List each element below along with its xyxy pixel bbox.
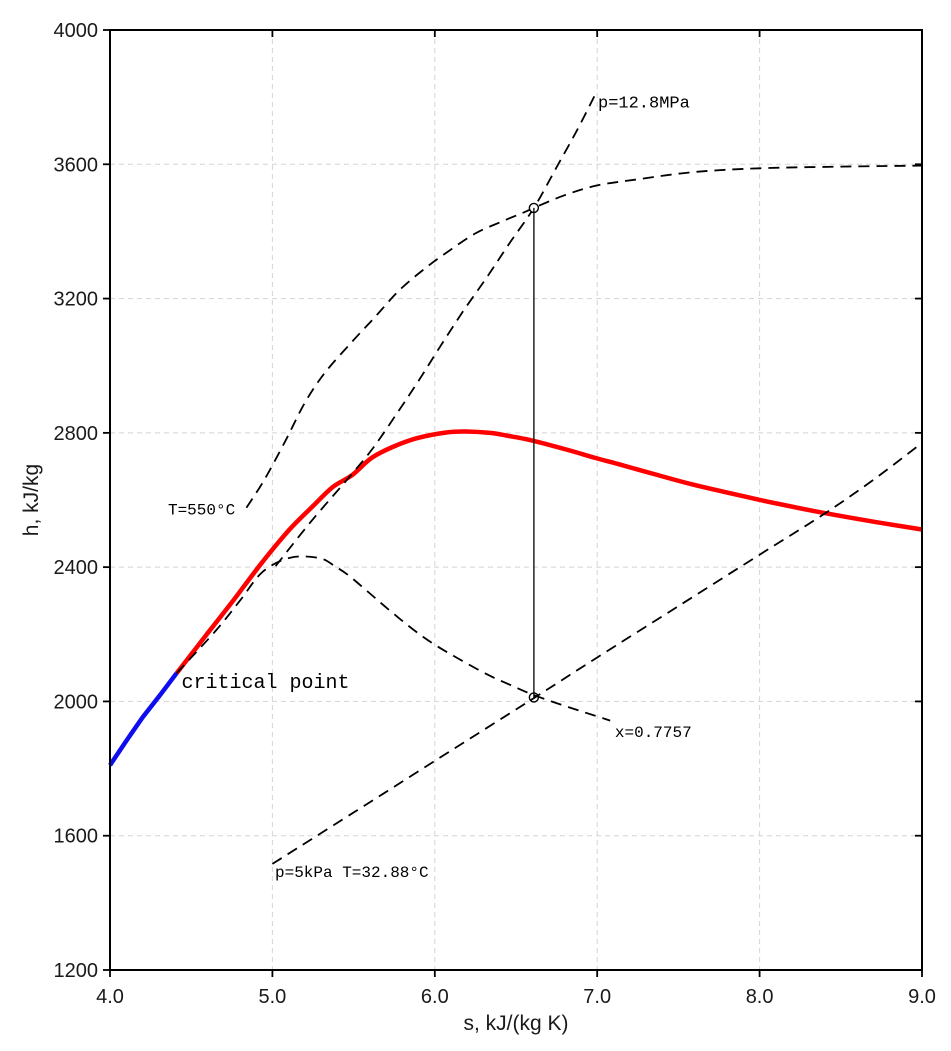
axes: 4.0 5.0 6.0 7.0 8.0 9.0 4000 3600 3200 2800 2400 20… [20, 20, 936, 1035]
axis-tick-labels: 4.0 5.0 6.0 7.0 8.0 9.0 4000 3600 3200 2800 2400 20… [54, 20, 936, 1008]
isobar-5kPa-curve [271, 442, 923, 865]
label-critical-point: critical point [181, 672, 349, 695]
y-tick-label: 4000 [54, 20, 99, 42]
plot-border [109, 29, 923, 971]
label-p-12.8MPa: p=12.8MPa [598, 94, 690, 113]
y-tick-label: 3200 [54, 289, 99, 311]
y-tick-label: 1600 [54, 826, 99, 848]
label-x-0.7757: x=0.7757 [615, 724, 692, 742]
x-tick-label: 5.0 [258, 986, 286, 1008]
curves [108, 93, 923, 865]
curve-labels: p=12.8MPa T=550°C critical point x=0.7757 p=… [168, 94, 692, 882]
y-axis-title: h, kJ/kg [20, 464, 43, 536]
saturated-liquid-line-curve [108, 671, 179, 767]
x-tick-label: 6.0 [421, 986, 449, 1008]
x-tick-label: 8.0 [746, 986, 774, 1008]
x-tick-label: 9.0 [908, 986, 936, 1008]
x-tick-label: 4.0 [96, 986, 124, 1008]
y-tick-label: 2800 [54, 423, 99, 445]
y-tick-label: 2400 [54, 557, 99, 579]
label-p-5kPa: p=5kPa T=32.88°C [275, 864, 429, 882]
saturated-vapor-line-curve [174, 429, 923, 675]
axis-ticks [103, 29, 923, 977]
x-axis-title: s, kJ/(kg K) [463, 1012, 568, 1035]
quality-line-x-0.7757-curve [175, 555, 611, 722]
isotherm-550C-curve [245, 164, 923, 509]
isobar-12.8MPa-curve [274, 93, 597, 567]
y-tick-label: 1200 [54, 960, 99, 982]
gridlines [110, 30, 922, 970]
y-tick-label: 3600 [54, 154, 99, 176]
label-T-550C: T=550°C [168, 501, 235, 519]
y-tick-label: 2000 [54, 691, 99, 713]
x-tick-label: 7.0 [583, 986, 611, 1008]
